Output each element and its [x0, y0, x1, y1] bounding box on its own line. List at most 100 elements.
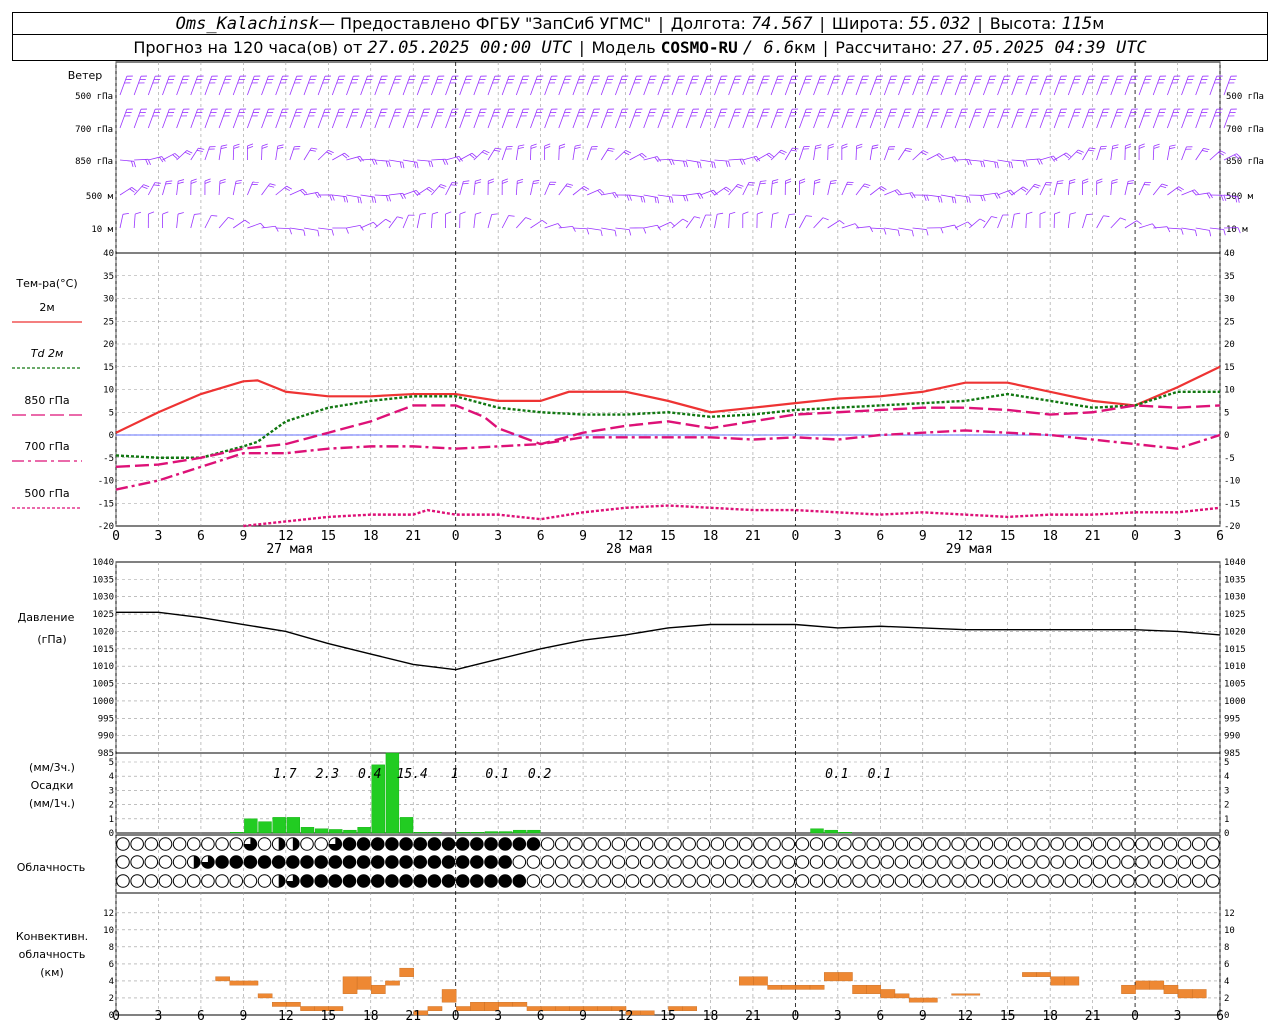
wind-barb-feather: [559, 143, 566, 147]
cloud-symbol: [215, 837, 229, 851]
wind-barb-feather: [371, 159, 375, 165]
cloud-symbol: [639, 855, 654, 869]
cloud-symbol: [1149, 837, 1164, 851]
wind-barb: [629, 109, 637, 129]
conv-title-1: Конвективн.: [16, 930, 88, 943]
temp-ytick-right: -20: [1224, 522, 1240, 532]
conv-ytick-left: 10: [103, 926, 114, 936]
wind-barb: [784, 109, 793, 129]
cloud-symbol: [724, 837, 739, 851]
wind-barb: [346, 224, 361, 229]
lat-label: Широта:: [831, 14, 904, 33]
wind-barb: [983, 76, 991, 96]
temp-ytick-left: 0: [109, 431, 114, 441]
cloud-symbol: [172, 837, 187, 851]
wind-barb-feather: [269, 183, 276, 186]
wind-barb-feather: [190, 181, 197, 184]
wind-barb-feather: [532, 182, 539, 185]
x-tick-label-temp: 15: [320, 529, 336, 544]
wind-barb: [1110, 217, 1121, 229]
wind-barb: [331, 109, 340, 129]
wind-barb-feather: [247, 145, 254, 149]
cloud-symbol: [611, 855, 626, 869]
wind-barb-feather: [541, 219, 548, 225]
wind-barb-feather: [951, 157, 956, 163]
x-tick-label-temp: 3: [155, 529, 163, 544]
cloud-symbol: [1022, 874, 1036, 888]
cloud-symbol: [611, 837, 626, 851]
cloud-symbol: [470, 837, 484, 851]
wind-barb-feather: [772, 212, 779, 215]
temp-ytick-left: 15: [103, 363, 114, 373]
precip-bar: [527, 829, 541, 834]
x-tick-label-bottom: 18: [1042, 1009, 1058, 1024]
wind-barb: [1209, 109, 1218, 129]
precip-total-label: 1: [451, 767, 459, 782]
conv-ytick-right: 0: [1224, 1011, 1229, 1021]
wind-barb: [431, 76, 439, 96]
wind-barb-feather: [131, 160, 134, 167]
wind-level-label-left: 10 м: [91, 225, 113, 235]
cloud-symbol: [781, 855, 796, 869]
wind-barb-feather: [1136, 220, 1142, 225]
wind-barb-feather: [133, 161, 136, 168]
cloud-symbol: [498, 855, 512, 869]
wind-barb: [176, 109, 184, 129]
wind-barb-feather: [1128, 180, 1135, 182]
cloud-symbol: [314, 855, 328, 869]
cloud-symbol: [1149, 855, 1164, 869]
wind-barb-feather: [600, 230, 603, 237]
precip-bar: [357, 827, 371, 834]
precip-total-label: 0.1: [485, 767, 508, 782]
cloud-symbol: [512, 874, 527, 888]
precip-bar: [399, 817, 414, 834]
cloud-symbol: [130, 855, 144, 869]
wind-barb-feather: [1194, 230, 1198, 237]
wind-barb-feather: [954, 197, 957, 204]
wind-barb-feather: [814, 181, 821, 184]
conv-unit: (км): [40, 966, 64, 979]
conv-bar: [229, 980, 245, 986]
wind-level-label-left: 700 гПа: [75, 125, 113, 135]
cloud-symbol: [427, 837, 442, 851]
cloud-symbol: [1092, 837, 1107, 851]
cloud-symbol-fill: [201, 855, 215, 869]
cloud-symbol: [300, 837, 314, 851]
cloud-symbol: [470, 855, 484, 869]
wind-barb-feather: [178, 179, 185, 182]
wind-barb: [459, 76, 467, 96]
cloud-symbol: [838, 874, 852, 888]
wind-barb: [898, 227, 913, 231]
cloud-symbol: [1036, 837, 1050, 851]
wind-barb-feather: [1206, 192, 1211, 199]
lon-label: Долгота:: [670, 14, 746, 33]
wind-barb-feather: [747, 184, 754, 186]
cloud-symbol: [1036, 874, 1050, 888]
wind-barb-feather: [342, 154, 348, 159]
cloud-symbol: [257, 837, 272, 851]
cloud-symbol: [1177, 837, 1192, 851]
wind-barb-feather: [1077, 149, 1084, 153]
wind-barb: [1110, 76, 1118, 96]
cloud-symbol: [795, 837, 810, 851]
x-tick-label-bottom: 3: [155, 1009, 163, 1024]
wind-barb: [997, 76, 1005, 96]
temp-ytick-left: 35: [103, 272, 114, 282]
cloud-symbol: [639, 837, 654, 851]
grid-lines: [115, 62, 1221, 1015]
wind-barb-feather: [742, 211, 749, 215]
wind-barb: [954, 109, 963, 129]
x-tick-label-temp: 18: [1042, 529, 1058, 544]
wind-barb: [1124, 220, 1138, 229]
cloud-symbol: [427, 855, 442, 869]
wind-barb-feather: [1180, 228, 1184, 235]
cloud-symbol: [526, 874, 541, 888]
cloud-symbol: [625, 837, 640, 851]
wind-barb-feather: [518, 144, 525, 147]
wind-barb-feather: [581, 187, 588, 192]
precip-bar: [244, 818, 258, 834]
cloud-symbol: [1106, 837, 1121, 851]
wind-barb: [303, 76, 312, 96]
cloud-symbol: [1007, 855, 1022, 869]
wind-barb-feather: [1020, 188, 1027, 192]
